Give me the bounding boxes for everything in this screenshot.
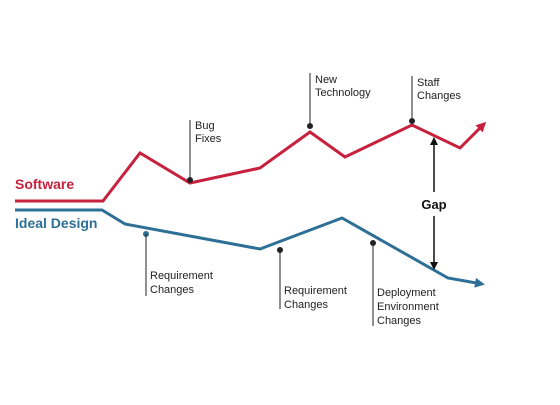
annotation-bug-fixes-line-1: Bug — [195, 120, 215, 132]
annotation-requirement-changes-2-line-2: Changes — [284, 299, 329, 311]
gap-indicator: Gap — [421, 137, 447, 270]
annotation-dot — [187, 177, 193, 183]
annotation-deployment-line-1: Deployment — [377, 287, 436, 299]
annotation-requirement-changes-2-line-1: Requirement — [284, 285, 347, 297]
gap-label: Gap — [421, 197, 446, 212]
annotation-requirement-changes-1-line-2: Changes — [150, 284, 195, 296]
annotation-deployment-environment-changes: Deployment Environment Changes — [370, 240, 439, 327]
annotation-bug-fixes: Bug Fixes — [187, 120, 222, 183]
annotation-staff-changes: Staff Changes — [409, 76, 462, 124]
annotation-deployment-line-2: Environment — [377, 301, 439, 313]
ideal-design-line — [15, 208, 485, 288]
ideal-design-label: Ideal Design — [15, 215, 97, 231]
annotation-dot — [409, 118, 415, 124]
annotation-new-technology-line-1: New — [315, 74, 337, 86]
annotation-requirement-changes-1-line-1: Requirement — [150, 270, 213, 282]
annotation-new-technology-line-2: Technology — [315, 87, 371, 99]
annotation-staff-changes-line-1: Staff — [417, 77, 440, 89]
software-line — [15, 121, 487, 203]
annotation-staff-changes-line-2: Changes — [417, 90, 462, 102]
annotation-dot — [307, 123, 313, 129]
annotation-deployment-line-3: Changes — [377, 315, 422, 327]
software-label: Software — [15, 176, 74, 192]
annotation-new-technology: New Technology — [307, 73, 371, 129]
annotation-requirement-changes-2: Requirement Changes — [277, 247, 347, 311]
annotation-requirement-changes-1: Requirement Changes — [143, 231, 213, 296]
annotation-bug-fixes-line-2: Fixes — [195, 133, 222, 145]
